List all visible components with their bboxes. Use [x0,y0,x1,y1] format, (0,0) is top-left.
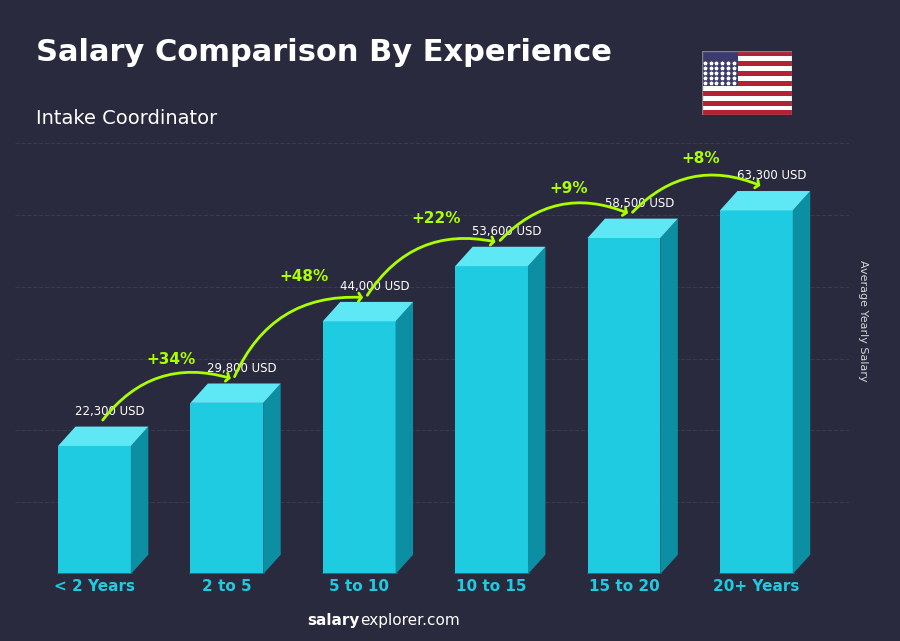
Polygon shape [191,383,281,403]
Polygon shape [588,238,661,574]
Polygon shape [588,219,678,238]
Bar [702,66,792,71]
Bar [702,101,792,106]
Polygon shape [528,247,545,574]
Polygon shape [58,426,148,446]
Text: +48%: +48% [279,269,328,283]
Text: explorer.com: explorer.com [360,613,460,628]
Text: +22%: +22% [411,212,461,226]
Bar [702,86,792,91]
Bar [702,71,792,76]
Bar [702,51,738,86]
Text: 53,600 USD: 53,600 USD [472,225,542,238]
Bar [702,91,792,96]
Bar [702,61,792,66]
Text: 29,800 USD: 29,800 USD [207,362,277,375]
Bar [702,96,792,101]
Text: +34%: +34% [147,353,196,367]
Bar [702,46,792,51]
Polygon shape [455,266,528,574]
Bar [702,51,792,56]
Text: 44,000 USD: 44,000 USD [339,280,410,294]
Text: 22,300 USD: 22,300 USD [75,405,145,418]
Polygon shape [455,247,545,266]
Text: 58,500 USD: 58,500 USD [605,197,674,210]
Text: Salary Comparison By Experience: Salary Comparison By Experience [36,38,612,67]
Bar [702,110,792,115]
Bar [702,106,792,110]
Bar [702,56,792,61]
Text: +8%: +8% [681,151,720,166]
Bar [702,81,792,86]
Polygon shape [720,210,793,574]
Polygon shape [720,191,810,210]
Polygon shape [793,191,810,574]
Polygon shape [396,302,413,574]
Polygon shape [323,321,396,574]
Text: 63,300 USD: 63,300 USD [737,169,806,183]
Polygon shape [323,302,413,321]
Polygon shape [661,219,678,574]
Bar [702,76,792,81]
Text: +9%: +9% [549,181,588,196]
Polygon shape [58,446,130,574]
Polygon shape [263,383,281,574]
Text: Average Yearly Salary: Average Yearly Salary [859,260,868,381]
Polygon shape [191,403,263,574]
Text: Intake Coordinator: Intake Coordinator [36,109,217,128]
Polygon shape [130,426,148,574]
Text: salary: salary [308,613,360,628]
